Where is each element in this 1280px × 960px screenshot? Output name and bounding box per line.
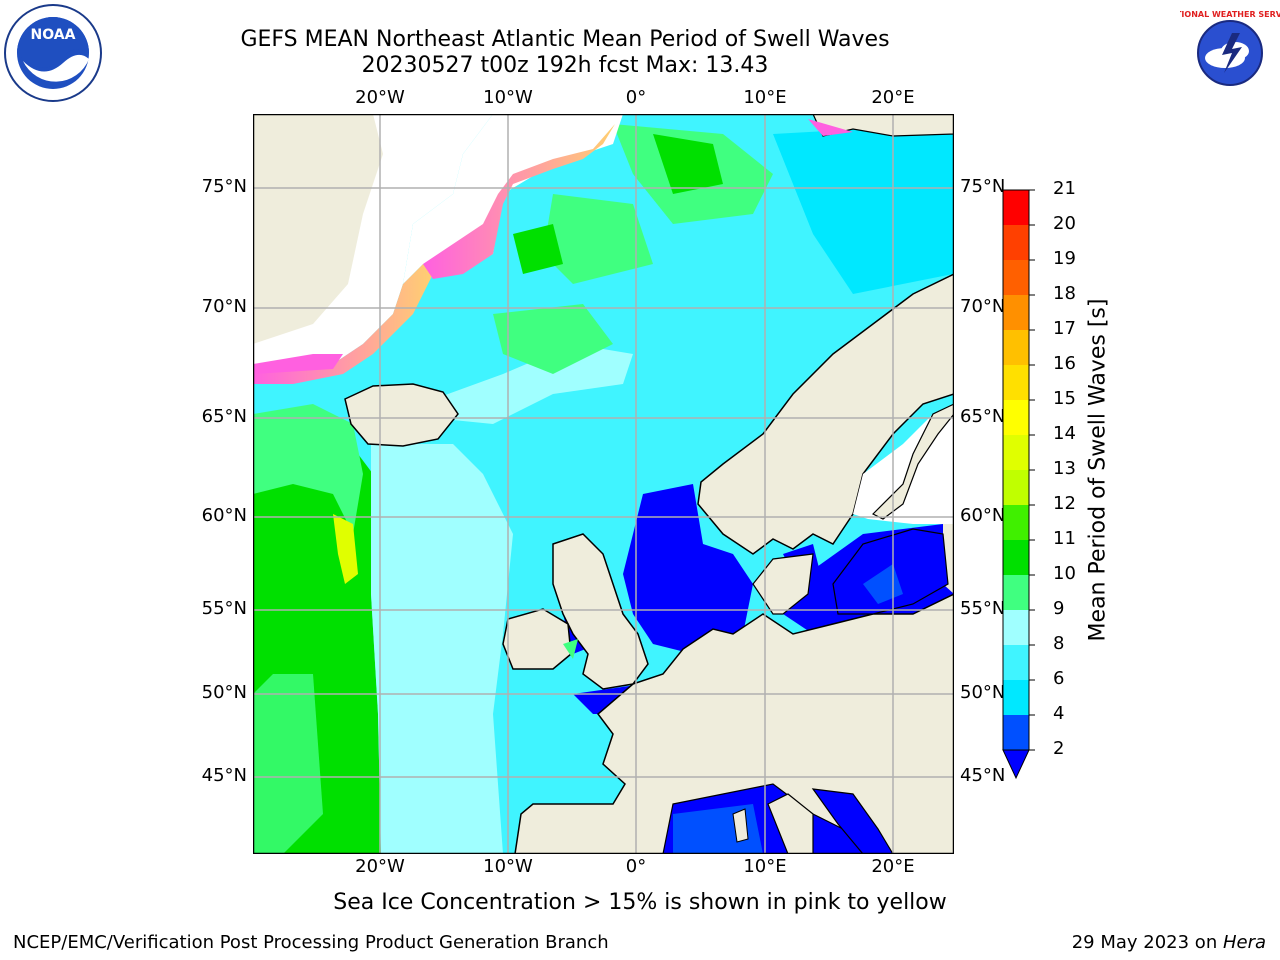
colorbar-tick-label: 16 <box>1053 353 1076 374</box>
right-lat-label: 50°N <box>960 682 1006 703</box>
scandinavia-land <box>697 273 954 555</box>
top-lon-label: 0° <box>625 87 647 108</box>
colorbar-tick-label: 9 <box>1053 598 1065 619</box>
colorbar-tick-label: 17 <box>1053 318 1076 339</box>
left-lat-label: 70°N <box>201 296 247 317</box>
colorbar-swatch <box>1003 575 1029 611</box>
footer-date-text: 29 May 2023 on <box>1071 932 1223 953</box>
colorbar-tick-label: 15 <box>1053 388 1076 409</box>
right-lat-label: 60°N <box>960 505 1006 526</box>
colorbar-swatch <box>1003 190 1029 226</box>
graticule <box>253 114 954 854</box>
denmark-land <box>752 553 814 615</box>
colorbar-swatch <box>1003 295 1029 331</box>
colorbar-swatch <box>1003 680 1029 716</box>
nws-logo: NATIONAL WEATHER SERVICE <box>1180 7 1280 99</box>
sea-ice-note: Sea Ice Concentration > 15% is shown in … <box>333 890 947 915</box>
colorbar-tick-label: 6 <box>1053 668 1065 689</box>
colorbar-swatch <box>1003 505 1029 541</box>
colorbar-swatch <box>1003 400 1029 436</box>
left-lat-label: 50°N <box>201 682 247 703</box>
colorbar-tick-label: 10 <box>1053 563 1076 584</box>
right-lat-label: 75°N <box>960 176 1006 197</box>
greenland-land <box>253 114 383 344</box>
top-lon-label: 10°W <box>483 87 533 108</box>
colorbar-swatch <box>1003 435 1029 471</box>
bottom-lon-label: 0° <box>625 856 647 877</box>
left-lat-label: 55°N <box>201 598 247 619</box>
colorbar-tick-label: 8 <box>1053 633 1065 654</box>
continental-europe-land <box>514 593 954 854</box>
colorbar-swatch <box>1003 715 1029 751</box>
colorbar-swatch <box>1003 645 1029 681</box>
svg-text:NOAA: NOAA <box>31 27 76 43</box>
colorbar-swatch <box>1003 330 1029 366</box>
right-lat-label: 45°N <box>960 765 1006 786</box>
bottom-lon-label: 20°E <box>871 856 915 877</box>
colorbar-tick-label: 21 <box>1053 178 1076 199</box>
colorbar-swatch <box>1003 610 1029 646</box>
bottom-lon-label: 20°W <box>355 856 405 877</box>
colorbar-under-extension <box>1002 749 1030 780</box>
colorbar-tick-label: 18 <box>1053 283 1076 304</box>
top-lon-label: 20°E <box>871 87 915 108</box>
map-title: GEFS MEAN Northeast Atlantic Mean Period… <box>240 27 890 52</box>
left-lat-label: 60°N <box>201 505 247 526</box>
top-lon-label: 10°E <box>743 87 787 108</box>
colorbar <box>1002 189 1035 780</box>
footer-credit: NCEP/EMC/Verification Post Processing Pr… <box>13 932 609 953</box>
bottom-lon-label: 10°E <box>743 856 787 877</box>
map-subtitle: 20230527 t00z 192h fcst Max: 13.43 <box>361 53 769 78</box>
nws-logo-text: NATIONAL WEATHER SERVICE <box>1180 10 1280 19</box>
right-lat-label: 65°N <box>960 406 1006 427</box>
north-sea-zone <box>623 484 753 654</box>
top-lon-label: 20°W <box>355 87 405 108</box>
right-lat-label: 70°N <box>960 296 1006 317</box>
italy-land <box>767 793 814 854</box>
left-lat-label: 45°N <box>201 765 247 786</box>
map-frame <box>253 114 954 854</box>
footer-machine: Hera <box>1222 932 1266 953</box>
swell-period-map <box>253 114 954 854</box>
colorbar-tick-label: 11 <box>1053 528 1076 549</box>
colorbar-swatch <box>1003 540 1029 576</box>
ireland-land <box>502 608 572 670</box>
colorbar-tick-label: 13 <box>1053 458 1076 479</box>
colorbar-tick-label: 4 <box>1053 703 1065 724</box>
left-lat-label: 65°N <box>201 406 247 427</box>
bottom-lon-label: 10°W <box>483 856 533 877</box>
footer-date: 29 May 2023 on Hera <box>1072 932 1266 953</box>
left-lat-label: 75°N <box>201 176 247 197</box>
colorbar-swatch <box>1003 365 1029 401</box>
colorbar-swatch <box>1003 260 1029 296</box>
colorbar-tick-label: 2 <box>1053 738 1065 759</box>
right-lat-label: 55°N <box>960 598 1006 619</box>
colorbar-swatch <box>1003 470 1029 506</box>
colorbar-tick-label: 19 <box>1053 248 1076 269</box>
colorbar-tick-label: 12 <box>1053 493 1076 514</box>
colorbar-tick-label: 20 <box>1053 213 1076 234</box>
iceland-land <box>344 383 459 447</box>
noaa-logo: NOAA <box>4 4 102 102</box>
colorbar-label: Mean Period of Swell Waves [s] <box>1085 298 1111 642</box>
colorbar-swatch <box>1003 225 1029 261</box>
colorbar-tick-label: 14 <box>1053 423 1076 444</box>
